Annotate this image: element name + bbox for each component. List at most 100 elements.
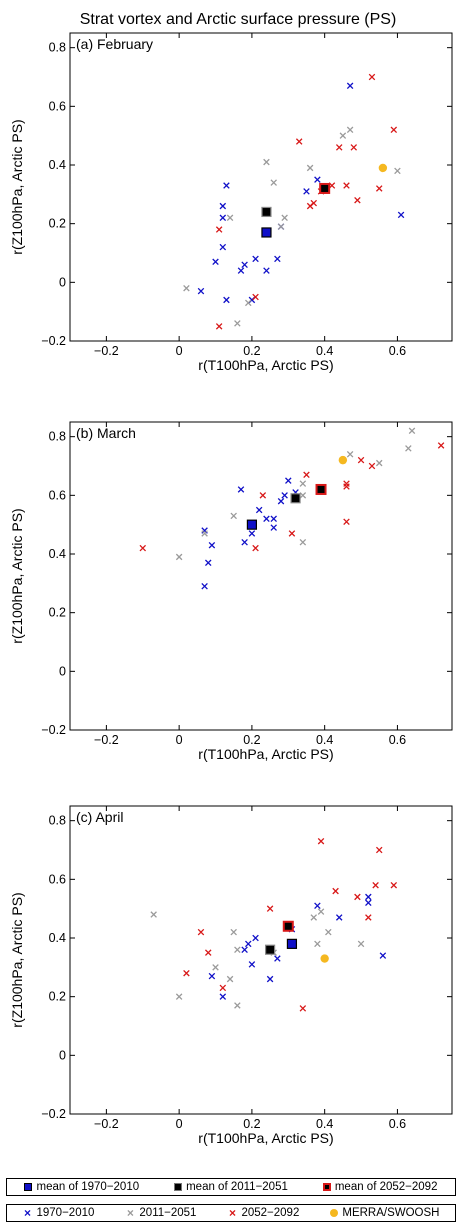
x-marker [299, 480, 307, 487]
legend-item-mean-1970: mean of 1970−2010 [24, 1181, 139, 1193]
x-marker [343, 483, 350, 490]
y-axis-label: r(Z100hPa, Arctic PS) [9, 119, 25, 254]
x-marker [204, 559, 212, 567]
x-marker [183, 969, 190, 977]
figure-title: Strat vortex and Arctic surface pressure… [80, 11, 397, 28]
x-axis-label: r(T100hPa, Arctic PS) [198, 746, 333, 762]
x-marker [390, 881, 398, 889]
x-tick-label: 0.4 [316, 1117, 333, 1131]
x-marker [252, 934, 259, 942]
x-marker [339, 132, 347, 139]
x-marker [274, 255, 281, 263]
x-marker [317, 908, 325, 915]
legend-label: mean of 2011−2051 [186, 1181, 288, 1193]
x-marker [223, 296, 230, 304]
y-tick-label: 0.6 [49, 488, 66, 502]
plot-frame [69, 421, 453, 731]
x-marker [234, 1002, 241, 1009]
x-marker [219, 243, 227, 251]
chart-panel: −0.2 0 0.2 0.4 0.6 −0.2 0 0.2 0.4 0.6 0.8 r(T100hPa… [9, 421, 453, 762]
x-marker [357, 456, 365, 464]
legend-item-mean-2011: mean of 2011−2051 [174, 1181, 288, 1193]
x-marker [405, 445, 412, 452]
x-axis-label: r(T100hPa, Arctic PS) [198, 1130, 333, 1146]
x-marker [208, 541, 216, 549]
chart-panel: −0.2 0 0.2 0.4 0.6 −0.2 0 0.2 0.4 0.6 0.8 r(T100hPa… [9, 805, 453, 1146]
red-square-icon [322, 1183, 331, 1191]
x-marker [270, 524, 277, 531]
x-marker [277, 223, 285, 230]
x-tick-label: 0 [176, 733, 183, 747]
x-tick-label: 0 [176, 344, 183, 358]
x-marker [314, 940, 321, 948]
x-marker [357, 940, 365, 948]
x-marker [394, 167, 401, 175]
x-marker [303, 471, 310, 479]
x-marker [346, 126, 354, 134]
x-marker [314, 176, 321, 183]
x-marker [368, 73, 376, 81]
merra-point [320, 954, 329, 963]
y-tick-label: 0 [59, 1048, 66, 1062]
legend-label: 1970−2010 [36, 1207, 95, 1219]
x-marker [226, 214, 234, 222]
x-marker [310, 914, 318, 921]
x-marker [375, 846, 383, 854]
x-tick-label: 0.4 [316, 733, 333, 747]
legend-members: × 1970−2010 × 2011−2051 × 2052−2092 MERR… [6, 1204, 456, 1222]
x-marker [230, 928, 237, 936]
x-marker [219, 202, 227, 210]
gray-x-icon: × [126, 1206, 134, 1220]
x-marker [248, 961, 256, 968]
mean-marker [264, 944, 276, 955]
legend-item-2052: × 2052−2092 [227, 1206, 299, 1220]
x-marker [175, 993, 183, 1000]
x-marker [303, 188, 310, 195]
blue-square-icon [24, 1183, 33, 1191]
x-tick-label: 0.2 [243, 733, 260, 747]
x-marker [372, 881, 379, 889]
legend-means: mean of 1970−2010 mean of 2011−2051 mean… [6, 1178, 456, 1196]
x-marker [346, 451, 354, 458]
x-marker [288, 530, 296, 537]
x-marker [219, 984, 227, 992]
black-square-icon [174, 1183, 183, 1191]
x-marker [295, 138, 303, 145]
panel-label: (a) February [76, 36, 153, 52]
x-marker [375, 185, 383, 192]
y-tick-label: −0.2 [41, 723, 66, 737]
y-tick-label: 0.8 [49, 430, 66, 444]
x-marker [281, 214, 288, 222]
mean-marker [315, 483, 327, 495]
x-tick-label: −0.2 [94, 1117, 119, 1131]
x-marker [263, 267, 270, 274]
x-marker [306, 202, 314, 210]
x-marker [299, 1005, 307, 1012]
x-marker [346, 82, 354, 90]
x-marker [237, 267, 245, 274]
merra-point [338, 455, 348, 465]
x-marker [365, 914, 372, 921]
x-tick-label: 0.4 [316, 344, 333, 358]
x-marker [270, 179, 277, 186]
x-tick-label: −0.2 [94, 733, 119, 747]
x-marker [245, 940, 252, 948]
x-marker [226, 975, 234, 983]
x-tick-label: 0.6 [389, 733, 406, 747]
x-marker [379, 952, 387, 959]
legend-label: mean of 2052−2092 [334, 1181, 438, 1193]
x-tick-label: 0.2 [243, 1117, 260, 1131]
y-tick-label: 0.4 [49, 931, 66, 945]
x-marker [234, 320, 241, 327]
x-marker [150, 911, 157, 918]
x-marker [139, 544, 147, 552]
x-marker [259, 492, 267, 499]
x-marker [212, 964, 219, 971]
x-marker [215, 226, 223, 233]
y-tick-label: 0.2 [49, 990, 66, 1004]
x-marker [201, 583, 208, 590]
x-marker [281, 492, 288, 499]
x-tick-label: 0.6 [389, 1117, 406, 1131]
legend-item-1970: × 1970−2010 [23, 1206, 95, 1220]
